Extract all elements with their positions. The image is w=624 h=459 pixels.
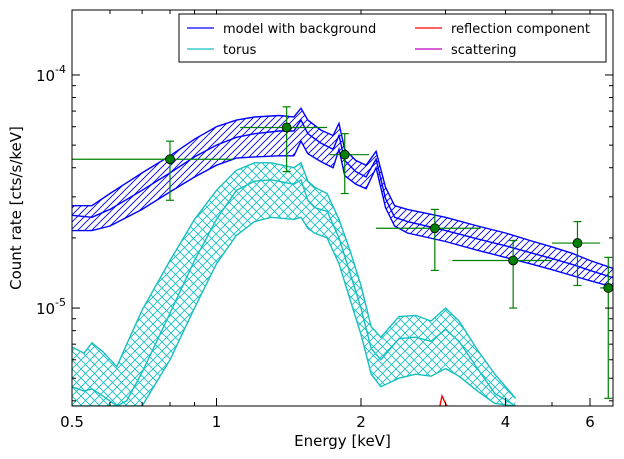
model-with-background-lower-line xyxy=(72,139,613,288)
data-point xyxy=(600,256,613,399)
x-tick-label: 1 xyxy=(212,413,222,431)
data-point xyxy=(329,133,370,195)
model-with-background-upper-line xyxy=(72,106,613,270)
x-tick-label: 6 xyxy=(585,413,595,431)
x-tick-label: 0.5 xyxy=(60,413,84,431)
x-tick-label: 4 xyxy=(501,413,511,431)
data-marker xyxy=(508,255,519,266)
model-with-background-mid-line xyxy=(72,118,613,279)
legend-label: model with background xyxy=(223,22,376,37)
torus-upper-line xyxy=(72,161,517,399)
y-tick-label: 10-5 xyxy=(36,296,66,318)
plot-frame xyxy=(71,9,614,407)
y-tick-label: 10-4 xyxy=(36,63,66,85)
data-point xyxy=(452,239,552,309)
axes: 0.5 1 2 4 6 10-5 10-4 Energy [keV] Count rate [c… xyxy=(7,9,614,450)
x-tick-label: 2 xyxy=(356,413,366,431)
legend-label: reflection component xyxy=(451,22,590,37)
reflection-component-line xyxy=(439,393,448,406)
data-marker xyxy=(429,223,440,234)
plot-area xyxy=(72,106,613,406)
data-marker xyxy=(165,154,175,165)
x-axis-label: Energy [keV] xyxy=(294,432,391,450)
legend-label: torus xyxy=(223,43,257,58)
data-point xyxy=(72,140,233,201)
data-point xyxy=(551,220,601,287)
data-marker xyxy=(572,238,583,248)
torus-lower-line xyxy=(72,216,516,406)
model-with-background-band-fill xyxy=(72,108,613,288)
data-point xyxy=(240,106,328,173)
data-marker xyxy=(339,149,350,160)
y-axis-label: Count rate [cts/s/keV] xyxy=(7,126,25,290)
data-marker xyxy=(281,122,292,133)
legend-box xyxy=(178,13,607,63)
data-marker xyxy=(603,283,613,293)
legend-label: scattering xyxy=(451,43,517,58)
torus-band-fill xyxy=(72,162,516,406)
data-point xyxy=(376,208,481,272)
legend: model with background reflection componen… xyxy=(178,13,607,63)
torus-mid-line xyxy=(72,178,516,406)
